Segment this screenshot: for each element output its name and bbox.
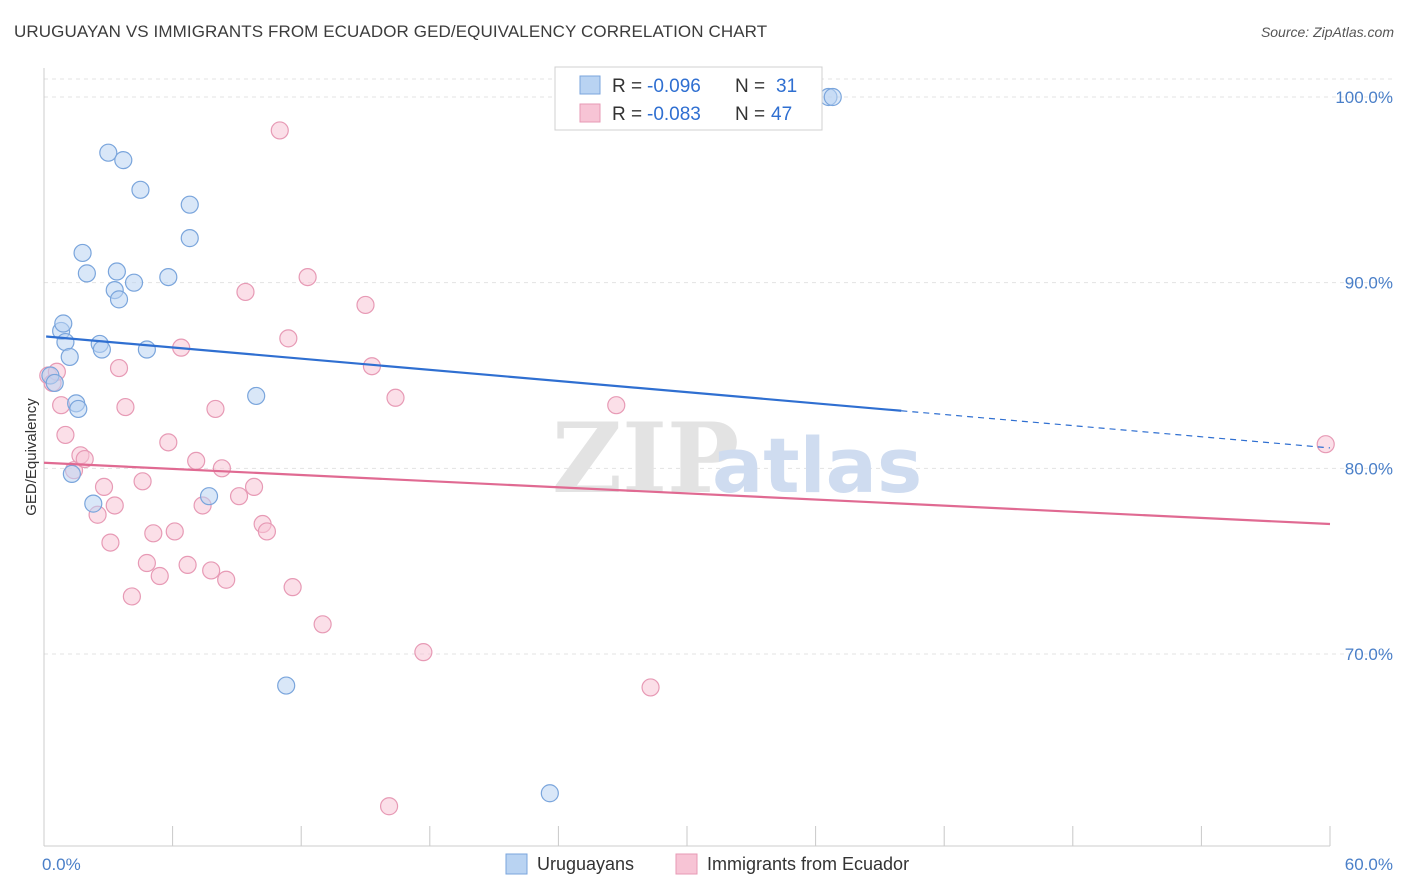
ecuador-point [101,533,120,552]
ecuador-point [236,282,255,302]
ecuador-point [270,121,289,140]
ecuador-point [279,329,298,348]
uruguayan-point [60,347,79,367]
uruguayan-point [107,262,126,281]
watermark: ZIP atlas [552,402,922,515]
legend-r-label-1: R = [612,76,642,97]
uruguayan-point [277,676,296,695]
uruguayan-point [84,494,103,513]
ecuador-point [109,358,129,378]
uruguayan-point [54,314,73,333]
uruguayan-point [180,195,199,214]
legend-r-value-2: -0.083 [647,104,701,125]
uruguayan-point [540,784,559,803]
series-legend-swatch-ecuador [675,853,698,875]
points-layer [39,87,1335,816]
ecuador-point [414,643,433,662]
legend-swatch-uruguayans [579,75,601,95]
y-tick-label: 80.0% [1345,459,1393,478]
ecuador-point [229,487,249,506]
uruguayan-point [137,340,156,359]
uruguayan-point [159,267,178,287]
legend-n-value-2: 47 [771,104,792,125]
ecuador-point [122,587,141,606]
uruguayan-point [69,399,88,419]
source-credit: Source: ZipAtlas.com [1260,24,1394,40]
ecuador-point [641,678,660,697]
uruguayan-trend-line [46,335,902,412]
series-legend-label-uruguayans: Uruguayans [537,854,634,874]
ecuador-point [133,472,152,491]
ecuador-point [52,396,71,415]
series-legend-label-ecuador: Immigrants from Ecuador [707,854,909,874]
ecuador-point [165,522,184,541]
legend-swatch-ecuador [579,103,601,123]
y-tick-label: 90.0% [1345,274,1393,293]
ecuador-point [75,449,94,469]
uruguayan-point [823,87,842,107]
uruguayan-point [45,373,64,393]
chart-title: URUGUAYAN VS IMMIGRANTS FROM ECUADOR GED… [14,22,768,41]
ecuador-point [379,797,399,816]
ecuador-point [150,566,169,586]
ecuador-point [94,477,114,496]
ecuador-point [116,397,135,417]
legend-r-label-2: R = [612,104,642,125]
ecuador-point [356,295,375,315]
uruguayan-point [99,143,118,162]
uruguayan-point [247,386,266,406]
legend-n-label-1: N = [735,76,765,97]
ecuador-point [105,496,124,515]
uruguayan-point [180,229,199,248]
uruguayan-point [62,464,81,484]
y-tick-label: 100.0% [1335,88,1393,107]
ecuador-point [206,399,225,419]
ecuador-point [298,267,317,287]
stats-legend: R = -0.096 N = 31 R = -0.083 N = 47 [554,66,823,131]
uruguayan-point [199,487,219,506]
uruguayan-trend-extension [901,410,1331,449]
ecuador-point [283,578,302,597]
series-legend-swatch-uruguayans [505,853,528,875]
ecuador-point [386,388,405,407]
trend-layer [43,335,1331,526]
ecuador-point [56,425,75,445]
uruguayan-point [114,151,133,170]
watermark-zip: ZIP [552,402,739,515]
ecuador-point [178,555,197,574]
uruguayan-point [73,243,92,263]
legend-n-label-2: N = [735,104,765,125]
ecuador-point [159,433,178,452]
ecuador-point [187,451,206,471]
ecuador-point [212,459,231,478]
y-tick-label: 70.0% [1345,645,1393,664]
ecuador-point [217,570,236,589]
uruguayan-point [77,264,96,283]
legend-r-value-1: -0.096 [647,76,701,97]
ecuador-point [1316,435,1335,454]
legend-n-value-1: 31 [776,76,797,97]
ecuador-point [244,477,264,496]
ecuador-point [137,553,156,573]
uruguayan-point [109,290,129,309]
x-tick-labels: 0.0% 60.0% [42,855,1393,874]
axes-layer [43,68,1330,847]
ecuador-point [313,615,332,634]
ecuador-point [144,524,163,543]
y-tick-labels: 100.0% 90.0% 80.0% 70.0% [1335,88,1393,664]
ecuador-point [202,561,221,580]
ecuador-trend-line [43,461,1331,526]
ecuador-point [257,522,277,541]
y-axis-label: GED/Equivalency [23,398,40,516]
uruguayan-point [131,180,150,199]
ecuador-point [607,396,626,415]
uruguayan-point [124,273,144,292]
series-legend: Uruguayans Immigrants from Ecuador [505,853,909,875]
uruguayan-point [92,340,111,359]
x-tick-label: 0.0% [42,855,81,874]
x-tick-label: 60.0% [1345,855,1393,874]
